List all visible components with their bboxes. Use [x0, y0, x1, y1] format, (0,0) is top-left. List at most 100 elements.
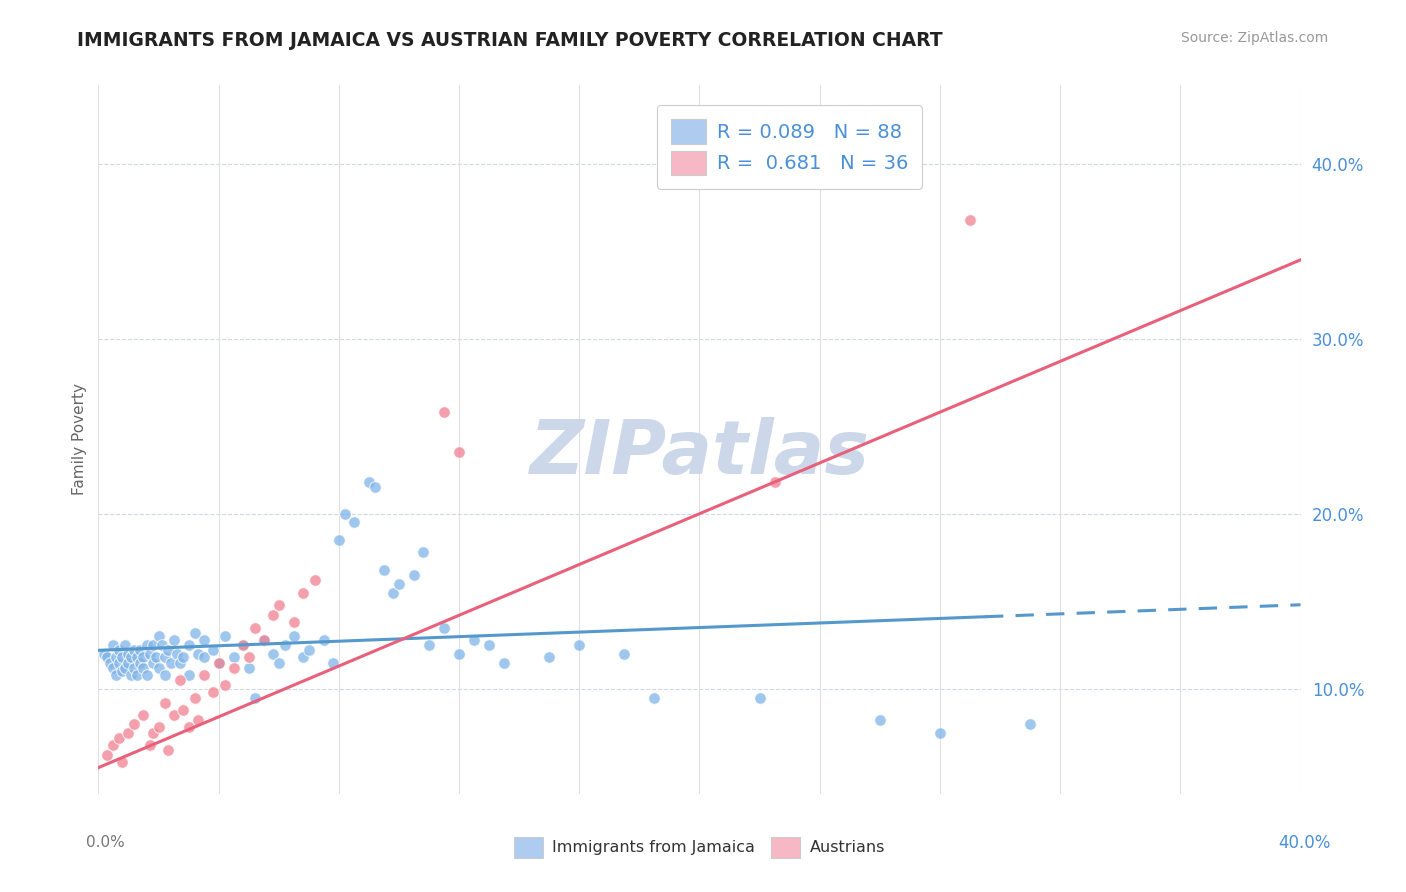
Point [111, 756, 134, 770]
Point [117, 656, 139, 670]
Point [121, 668, 143, 682]
Point [304, 574, 326, 588]
Point [243, 621, 266, 635]
Point [114, 638, 136, 652]
Point [117, 647, 139, 661]
Point [253, 632, 276, 647]
Point [447, 445, 470, 459]
Point [124, 661, 146, 675]
Point [183, 690, 205, 705]
Point [869, 714, 891, 728]
Point [193, 668, 215, 682]
Point [291, 650, 314, 665]
Point [124, 643, 146, 657]
Point [412, 545, 434, 559]
Point [105, 668, 128, 682]
Point [364, 480, 387, 494]
Point [145, 650, 167, 665]
Point [222, 661, 245, 675]
Point [463, 632, 485, 647]
Point [148, 720, 170, 734]
Point [138, 647, 160, 661]
Point [129, 656, 152, 670]
Point [129, 643, 152, 657]
Point [138, 738, 160, 752]
Point [177, 638, 200, 652]
Point [193, 650, 215, 665]
Point [141, 725, 163, 739]
Point [183, 625, 205, 640]
Point [208, 656, 231, 670]
Point [748, 690, 770, 705]
Point [208, 656, 231, 670]
Point [291, 585, 314, 599]
Point [283, 615, 305, 630]
Point [232, 638, 254, 652]
Point [763, 475, 786, 490]
Point [162, 632, 184, 647]
Point [117, 725, 139, 739]
Point [127, 650, 149, 665]
Point [232, 638, 254, 652]
Point [103, 738, 125, 752]
Point [172, 650, 194, 665]
Point [162, 708, 184, 723]
Point [433, 405, 456, 419]
Point [108, 731, 131, 745]
Point [93, 647, 115, 661]
Point [381, 585, 404, 599]
Point [201, 643, 224, 657]
Point [96, 650, 118, 665]
Point [153, 668, 176, 682]
Point [193, 632, 215, 647]
Point [156, 643, 179, 657]
Point [613, 647, 636, 661]
Point [433, 621, 456, 635]
Point [568, 638, 591, 652]
Point [267, 598, 290, 612]
Point [357, 475, 380, 490]
Point [447, 647, 470, 661]
Point [388, 576, 411, 591]
Point [1019, 716, 1042, 731]
Point [132, 708, 155, 723]
Point [96, 748, 118, 763]
Point [214, 678, 236, 692]
Point [177, 720, 200, 734]
Point [238, 650, 260, 665]
Point [153, 650, 176, 665]
Point [150, 638, 173, 652]
Point [222, 650, 245, 665]
Point [478, 638, 501, 652]
Y-axis label: Family Poverty: Family Poverty [72, 384, 87, 495]
Point [187, 714, 209, 728]
Point [108, 643, 131, 657]
Point [135, 668, 157, 682]
Point [238, 661, 260, 675]
Point [111, 665, 134, 679]
Point [132, 661, 155, 675]
Point [262, 647, 284, 661]
Point [141, 638, 163, 652]
Point [124, 716, 146, 731]
Point [298, 643, 321, 657]
Point [156, 743, 179, 757]
Text: Source: ZipAtlas.com: Source: ZipAtlas.com [1181, 31, 1329, 45]
Point [328, 533, 350, 547]
Point [312, 632, 335, 647]
Point [114, 661, 136, 675]
Point [169, 656, 191, 670]
Point [187, 647, 209, 661]
Point [322, 656, 344, 670]
Point [283, 629, 305, 643]
Point [100, 656, 122, 670]
Point [343, 516, 366, 530]
Point [103, 638, 125, 652]
Point [538, 650, 561, 665]
Point [132, 650, 155, 665]
Point [153, 696, 176, 710]
Point [172, 703, 194, 717]
Point [169, 673, 191, 687]
Point [959, 212, 981, 227]
Point [929, 725, 952, 739]
